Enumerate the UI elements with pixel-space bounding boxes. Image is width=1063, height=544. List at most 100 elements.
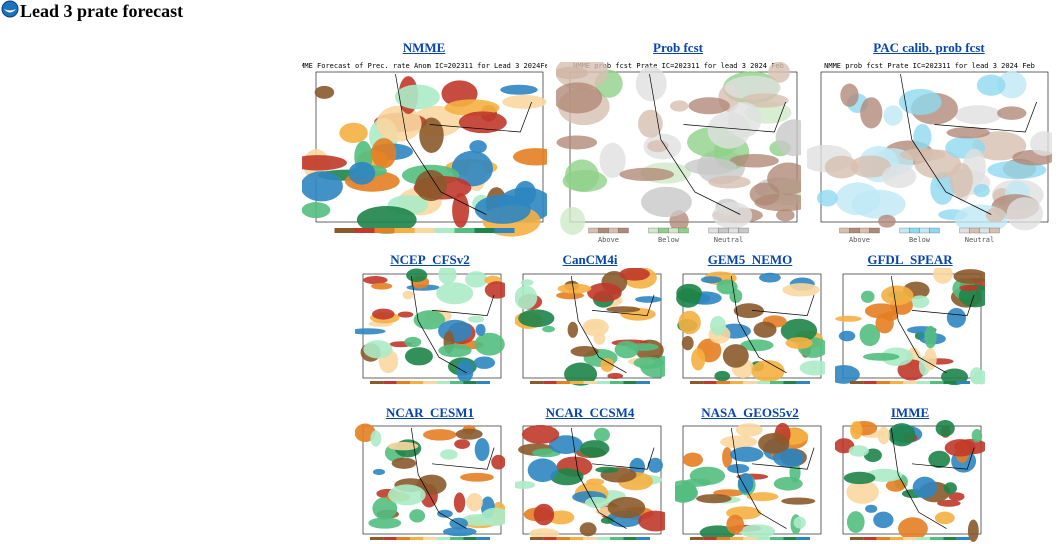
legend-label: Below <box>908 236 930 244</box>
legend-label: Neutral <box>964 236 994 244</box>
map-shading <box>684 158 737 175</box>
model-link[interactable]: Prob fcst <box>653 40 703 55</box>
forecast-map <box>355 268 505 384</box>
model-link[interactable]: GEM5_NEMO <box>707 252 793 267</box>
model-link[interactable]: GFDL_SPEAR <box>867 252 953 267</box>
map-shading <box>691 348 706 371</box>
map-shading <box>466 493 483 512</box>
map-shading <box>727 102 761 138</box>
legend-label: Neutral <box>713 236 743 244</box>
legend-colorbar <box>396 537 410 540</box>
model-link[interactable]: NASA_GEOS5v2 <box>701 405 799 420</box>
map-shading <box>372 468 386 476</box>
map-shading <box>1006 197 1043 231</box>
map-shading <box>882 105 903 126</box>
map-shading <box>971 428 983 443</box>
legend-colorbar <box>476 381 490 384</box>
map-shading <box>564 362 598 386</box>
map-shading <box>499 84 538 95</box>
legend-colorbar <box>703 537 717 540</box>
map-shading <box>633 356 665 369</box>
map-shading <box>521 425 560 444</box>
legend-colorbar <box>783 381 797 384</box>
legend-colorbar <box>434 228 454 233</box>
map-shading <box>555 82 602 114</box>
map-shading <box>527 458 558 483</box>
legend-colorbar <box>450 537 464 540</box>
legend-swatch <box>898 227 910 234</box>
legend-swatch <box>988 227 1000 234</box>
legend-colorbar <box>494 228 514 233</box>
map-shading <box>559 207 585 236</box>
legend-colorbar <box>770 537 784 540</box>
map-shading <box>371 282 393 290</box>
legend-colorbar <box>903 381 917 384</box>
map-shading <box>387 441 419 451</box>
map-shading <box>678 310 701 335</box>
map-shading <box>699 525 736 541</box>
map-shading <box>773 476 803 491</box>
legend-colorbar <box>396 381 410 384</box>
legend-colorbar <box>863 381 877 384</box>
legend-colorbar <box>530 537 544 540</box>
legend-colorbar <box>454 228 474 233</box>
forecast-map <box>515 425 665 540</box>
legend-colorbar <box>394 228 414 233</box>
legend-colorbar <box>354 228 374 233</box>
legend-colorbar <box>583 381 597 384</box>
legend-colorbar <box>610 381 624 384</box>
map-shading <box>675 484 698 502</box>
map-shading <box>885 479 906 492</box>
map-shading <box>1029 131 1052 156</box>
map-shading <box>749 182 780 206</box>
map-shading <box>859 97 882 129</box>
map-shading <box>883 311 898 321</box>
map-shading <box>877 214 896 228</box>
legend-swatch <box>617 227 629 234</box>
model-link[interactable]: NCEP_CFSv2 <box>390 252 470 267</box>
map-shading <box>985 207 1005 223</box>
legend-colorbar <box>956 537 970 540</box>
map-shading <box>368 517 402 529</box>
map-shading <box>681 335 694 351</box>
map-shading <box>637 109 663 138</box>
map-shading <box>737 472 754 494</box>
map-shading <box>598 142 626 178</box>
model-link[interactable]: IMME <box>890 405 930 420</box>
map-shading <box>618 167 674 182</box>
legend-colorbar <box>930 537 944 540</box>
model-link[interactable]: CanCM4i <box>562 252 618 267</box>
legend-colorbar <box>370 381 384 384</box>
map-shading <box>877 426 890 445</box>
map-shading <box>881 165 916 189</box>
legend-colorbar <box>730 381 744 384</box>
map-shading <box>727 463 750 474</box>
model-link[interactable]: PAC calib. prob fcst <box>873 40 985 55</box>
model-link[interactable]: NCAR_CCSM4 <box>545 405 635 420</box>
map-shading <box>873 511 894 529</box>
map-shading <box>933 268 953 284</box>
legend-colorbar <box>383 381 397 384</box>
map-shading <box>751 360 785 382</box>
legend-swatch <box>908 227 920 234</box>
model-link[interactable]: NCAR_CESM1 <box>385 405 475 420</box>
map-shading <box>710 315 726 336</box>
model-link[interactable]: NMME <box>402 40 446 55</box>
map-shading <box>780 318 818 343</box>
legend-colorbar <box>383 537 397 540</box>
map-shading <box>454 439 471 449</box>
map-shading <box>729 153 779 168</box>
legend-colorbar <box>743 381 757 384</box>
map-shading <box>468 315 484 323</box>
map-shading <box>491 454 505 470</box>
map-shading <box>935 420 955 437</box>
legend-colorbar <box>436 381 450 384</box>
map-shading <box>480 507 505 526</box>
map-shading <box>355 328 386 335</box>
coastline <box>730 275 815 374</box>
legend-colorbar <box>716 537 730 540</box>
map-shading <box>835 182 880 216</box>
legend-colorbar <box>890 381 904 384</box>
map-shading <box>689 466 726 485</box>
map-shading <box>647 457 663 473</box>
